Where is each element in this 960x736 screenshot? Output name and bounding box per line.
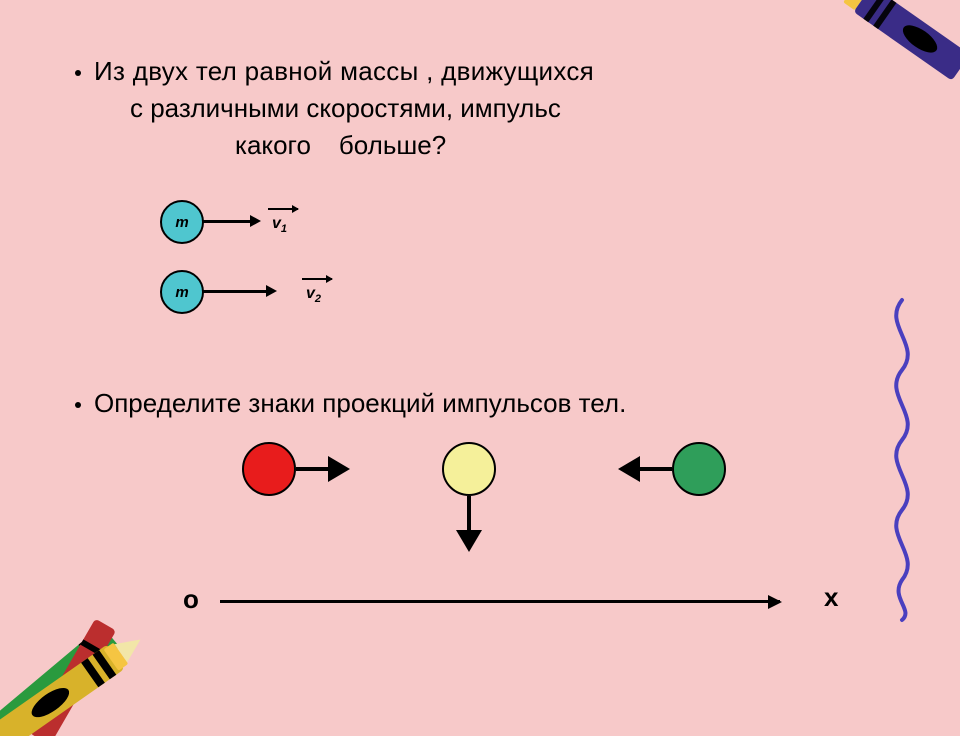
diagram-masses: m v1 m v2	[160, 200, 420, 330]
question-2: Определите знаки проекций импульсов тел.	[70, 388, 626, 419]
diagram-impulses	[242, 432, 732, 612]
arrowhead-left-icon	[618, 456, 640, 482]
q1-line3b: больше?	[339, 130, 446, 160]
q2-text: Определите знаки проекций импульсов тел.	[94, 388, 626, 418]
velocity-label: v1	[272, 215, 287, 235]
arrow-down	[467, 496, 471, 532]
velocity-arrowhead	[266, 285, 277, 297]
q1-line3a: какого	[235, 130, 311, 160]
velocity-label: v2	[306, 285, 321, 305]
impulse-ball	[672, 442, 726, 496]
axis-line	[220, 600, 780, 603]
q1-line3: какого больше?	[235, 130, 710, 161]
vector-overarrow	[302, 278, 332, 280]
arrow-right	[296, 467, 330, 471]
axis-x-label: x	[824, 582, 838, 613]
question-1: Из двух тел равной массы , движущихся с …	[70, 56, 710, 161]
crayons-bottom-left-icon	[0, 536, 188, 736]
crayon-top-right-icon	[808, 0, 960, 150]
arrow-left	[638, 467, 672, 471]
squiggle-right-icon	[872, 300, 932, 620]
velocity-arrowhead	[250, 215, 261, 227]
q1-line2: с различными скоростями, импульс	[130, 93, 710, 124]
mass-ball: m	[160, 270, 204, 314]
vector-overarrow	[268, 208, 298, 210]
q1-line1: Из двух тел равной массы , движущихся	[94, 56, 710, 87]
arrowhead-down-icon	[456, 530, 482, 552]
velocity-arrow	[202, 290, 268, 293]
impulse-ball	[442, 442, 496, 496]
velocity-arrow	[202, 220, 252, 223]
impulse-ball	[242, 442, 296, 496]
arrowhead-right-icon	[328, 456, 350, 482]
mass-ball: m	[160, 200, 204, 244]
